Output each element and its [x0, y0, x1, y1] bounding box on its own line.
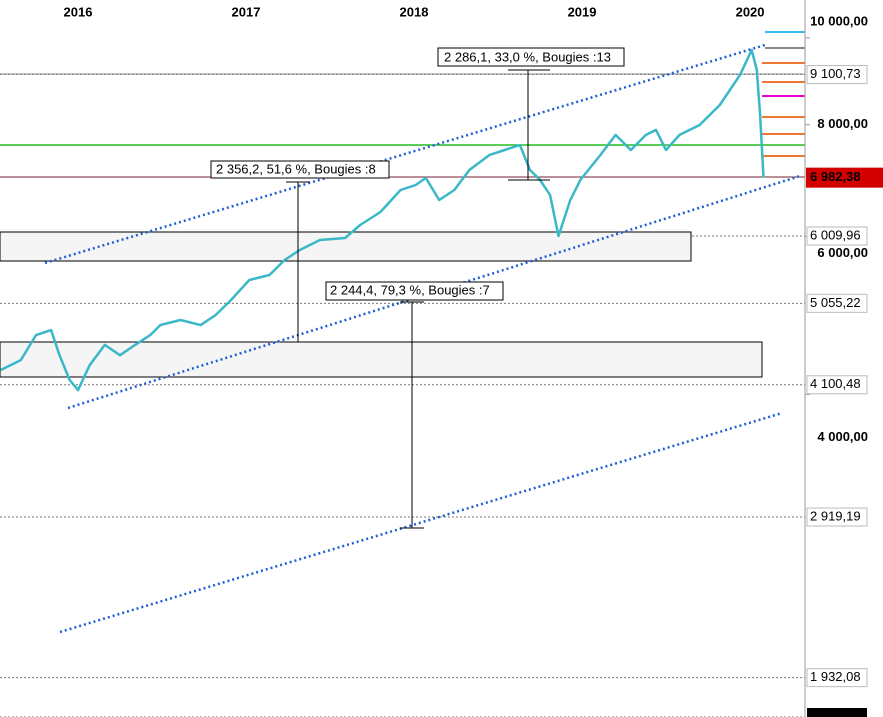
x-tick-label: 2020: [736, 4, 765, 19]
level-label: 5 055,22: [810, 295, 861, 310]
level-label: 1 932,08: [810, 669, 861, 684]
level-box: [806, 375, 868, 395]
level-label: 4 100,48: [810, 376, 861, 391]
y-tick-label: 10 000,00: [810, 13, 868, 28]
annotation-box: [325, 281, 504, 301]
zone: [0, 341, 763, 378]
level-label: 2 919,19: [810, 508, 861, 523]
annotation-box: [210, 160, 390, 179]
annotation: 2 244,4, 79,3 %, Bougies :7: [330, 282, 490, 297]
price-line: [0, 48, 765, 392]
y-tick-label: 6 000,00: [817, 245, 868, 260]
y-tick-label: 8 000,00: [817, 116, 868, 131]
channel-line: [59, 411, 783, 634]
x-tick-label: 2018: [400, 4, 429, 19]
x-tick-label: 2017: [232, 4, 261, 19]
annotation: 2 286,1, 33,0 %, Bougies :13: [444, 49, 611, 64]
axis-layer: 2016 2017 2018 2019 2020 10 000,00 8 000,00 6 0…: [64, 4, 883, 717]
x-tick-label: 2016: [64, 4, 93, 19]
axis-panel: [805, 0, 883, 717]
level-box: [806, 668, 868, 688]
level-box: [806, 293, 868, 313]
annotation-box: [437, 47, 625, 67]
y-tick-label: 4 000,00: [817, 429, 868, 444]
level-box: [806, 507, 868, 527]
level-label: 1 746,16: [810, 708, 861, 717]
level-box: [807, 708, 867, 717]
level-box: [806, 226, 868, 246]
channel: [44, 43, 801, 634]
x-tick-label: 2019: [568, 4, 597, 19]
measures: [286, 69, 550, 529]
annotation: 2 356,2, 51,6 %, Bougies :8: [216, 161, 376, 176]
current-price-label: 6 982,38: [810, 169, 861, 184]
level-label: 6 009,96: [810, 227, 861, 242]
current-price-box: [806, 167, 883, 188]
channel-line: [44, 43, 766, 265]
level-box: [806, 65, 868, 85]
price-layer: [0, 48, 765, 392]
order-marks: [762, 31, 805, 157]
level-label: 9 100,73: [810, 66, 861, 81]
